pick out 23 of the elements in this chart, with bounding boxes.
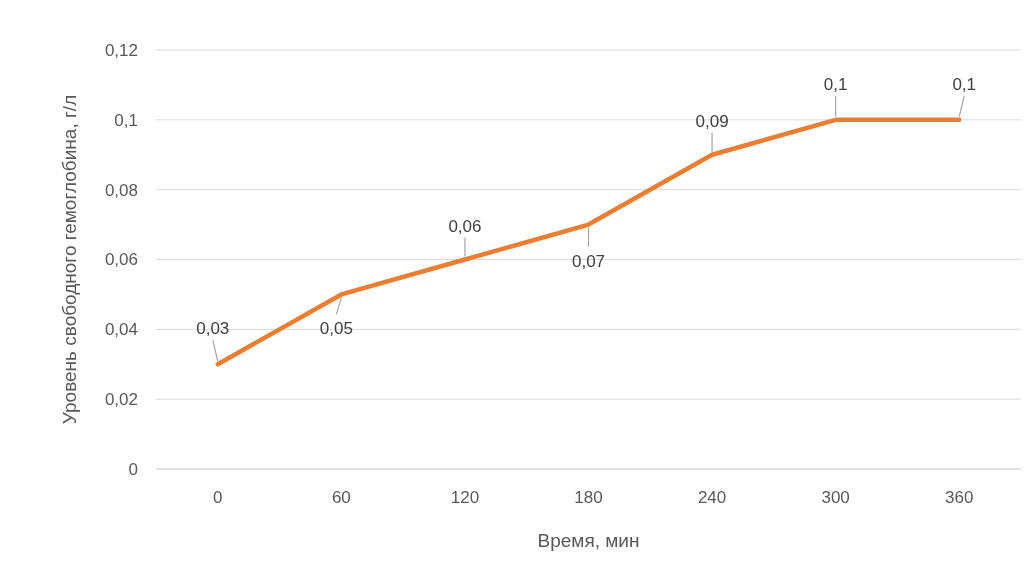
- y-tick-label: 0: [128, 459, 138, 479]
- y-tick-label: 0,02: [104, 390, 138, 410]
- x-tick-label: 180: [574, 488, 603, 507]
- data-label: 0,03: [196, 319, 230, 339]
- data-label: 0,1: [952, 74, 977, 94]
- y-tick-label: 0,04: [104, 320, 138, 340]
- x-tick-label: 240: [697, 488, 727, 507]
- data-label: 0,05: [319, 319, 353, 339]
- y-tick-label: 0,08: [104, 180, 138, 200]
- y-axis-title: Уровень свободного гемоглобина, г/л: [59, 94, 80, 425]
- x-axis-title: Время, мин: [537, 530, 640, 551]
- y-tick-label: 0,06: [104, 250, 138, 270]
- x-tick-label: 120: [450, 488, 480, 507]
- data-label: 0,1: [823, 74, 848, 94]
- data-label: 0,06: [448, 216, 482, 236]
- x-tick-label: 0: [213, 488, 223, 507]
- data-label: 0,07: [571, 251, 606, 271]
- x-tick-label: 360: [945, 488, 974, 507]
- x-tick-label: 60: [331, 488, 351, 507]
- x-tick-label: 300: [821, 488, 850, 507]
- y-tick-label: 0,12: [104, 40, 138, 60]
- data-label: 0,09: [695, 111, 729, 131]
- y-tick-label: 0,1: [114, 110, 138, 130]
